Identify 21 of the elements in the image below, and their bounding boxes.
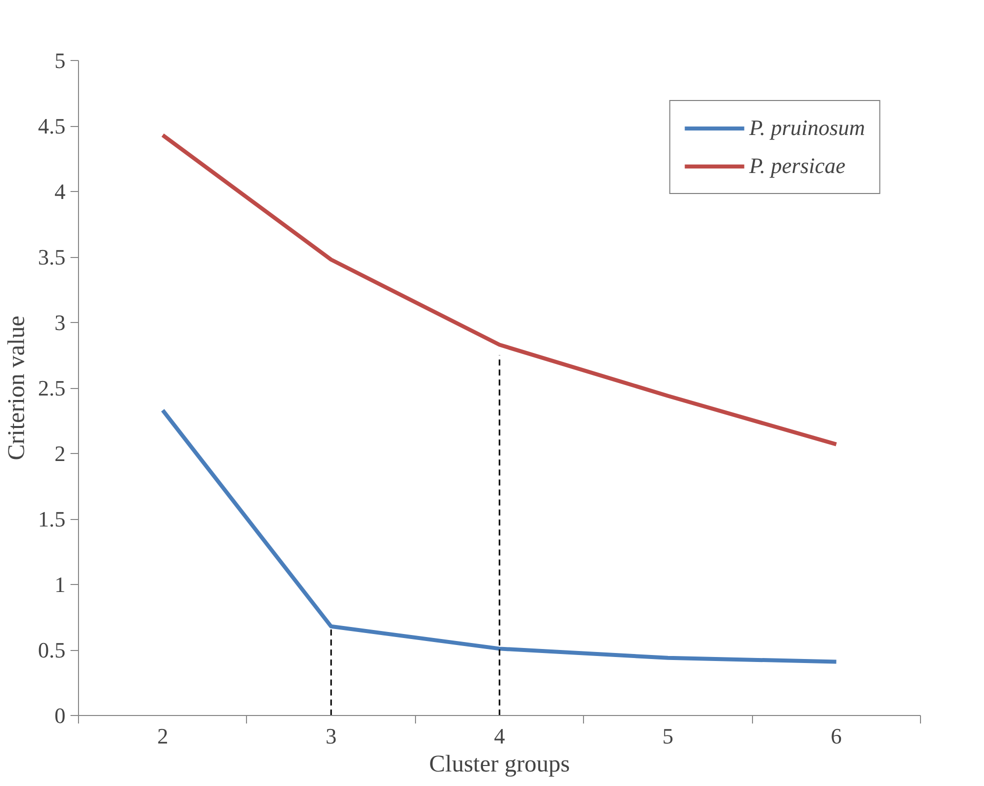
y-tick-label: 2.5 [38, 376, 66, 400]
y-tick-label: 3.5 [38, 244, 66, 270]
y-tick-label: 0.5 [38, 638, 66, 662]
x-tick-label: 2 [157, 724, 168, 748]
x-axis-title: Cluster groups [429, 752, 570, 778]
y-tick-label: 2 [54, 441, 66, 466]
y-tick-label: 5 [54, 48, 66, 73]
y-tick-label: 4.5 [38, 114, 66, 138]
x-tick-label: 4 [494, 724, 505, 748]
legend-label: P. pruinosum [749, 115, 865, 141]
y-tick-label: 1 [54, 572, 66, 597]
x-tick-label: 6 [830, 724, 842, 748]
y-tick-label: 3 [54, 310, 66, 335]
y-axis-title: Criterion value [4, 316, 30, 460]
line-series [160, 408, 838, 664]
y-tick-label: 1.5 [38, 506, 66, 532]
y-tick-label: 0 [54, 703, 66, 728]
y-tick-label: 4 [54, 179, 66, 204]
x-tick-label: 5 [662, 724, 674, 748]
legend-label: P. persicae [749, 153, 846, 179]
x-tick-label: 3 [326, 724, 337, 748]
